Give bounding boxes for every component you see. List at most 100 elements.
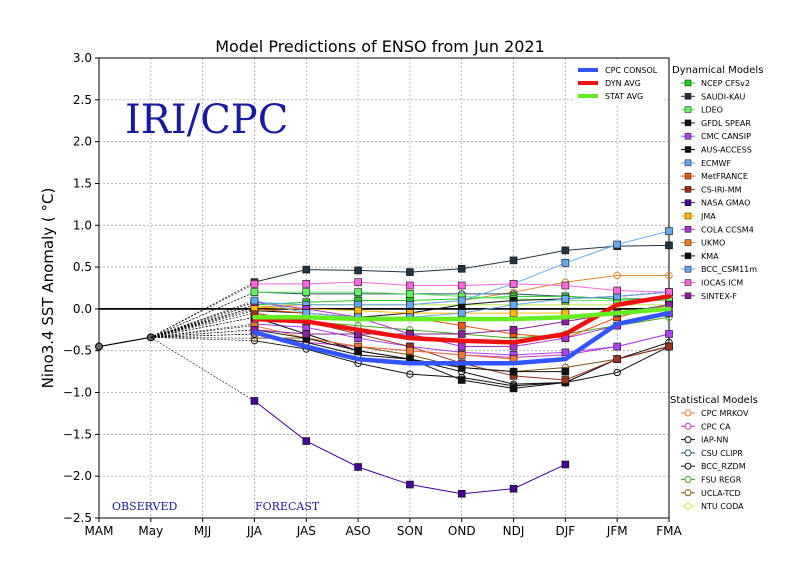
point-cmc-cansip xyxy=(665,330,673,338)
dyn-legend-label-cs-iri-mm: CS-IRI-MM xyxy=(701,185,742,194)
dyn-legend-marker-ncep-cfsv2 xyxy=(684,79,692,87)
y-tick-label: 2.5 xyxy=(73,93,92,107)
x-tick-label: SON xyxy=(397,524,423,538)
point-cmc-cansip xyxy=(561,348,570,357)
dyn-legend-marker-aus-access xyxy=(684,146,692,153)
point-ukmo xyxy=(457,351,466,359)
point-sintex-f xyxy=(302,330,311,338)
point-bcc-csm11m xyxy=(457,309,466,317)
stat-legend-label-csu-clipr: CSU CLIPR xyxy=(701,449,743,458)
point-ucla-tcd xyxy=(250,334,259,342)
connector-cs-iri-mm xyxy=(150,312,255,338)
y-tick-label: −2.0 xyxy=(63,469,92,483)
point-cpc-mrkov xyxy=(665,271,673,280)
point-cmc-cansip xyxy=(613,342,621,351)
point-kma xyxy=(561,367,570,376)
dyn-legend-label-ncep-cfsv2: NCEP CFSv2 xyxy=(701,79,750,88)
summary-legend-label-cpc-consol: CPC CONSOL xyxy=(605,66,658,75)
point-aus-access xyxy=(457,376,466,384)
dynamical-legend-header: Dynamical Models xyxy=(672,65,763,76)
dyn-legend-marker-ecmwf xyxy=(684,159,692,167)
x-tick-label: MAM xyxy=(85,524,114,538)
stat-legend-marker-iap-nn xyxy=(684,436,692,444)
dyn-legend-marker-gfdl-spear xyxy=(684,119,692,127)
connector-nasa-gmao xyxy=(150,337,255,402)
stat-legend-marker-fsu-regr xyxy=(684,476,692,483)
dyn-legend-label-ecmwf: ECMWF xyxy=(701,159,731,168)
x-tick-label: NDJ xyxy=(503,524,525,538)
point-ldeo xyxy=(250,288,259,296)
point-ecmwf xyxy=(613,240,621,249)
y-tick-label: 3.0 xyxy=(73,51,92,65)
point-jma xyxy=(509,309,518,317)
stat-legend-marker-bcc-rzdm xyxy=(684,462,692,470)
point-cs-iri-mm xyxy=(613,355,621,363)
dyn-legend-marker-jma xyxy=(684,212,692,220)
stat-legend-label-cpc-mrkov: CPC MRKOV xyxy=(701,409,749,418)
stat-legend-label-cpc-ca: CPC CA xyxy=(701,422,731,431)
stat-legend-marker-ntu-coda xyxy=(684,502,692,510)
point-sintex-f xyxy=(457,330,466,338)
dyn-legend-label-metfrance: MetFRANCE xyxy=(701,172,748,181)
point-bcc-csm11m xyxy=(561,295,570,303)
dyn-legend-marker-saudi-kau xyxy=(684,93,692,100)
y-tick-label: −0.5 xyxy=(63,344,92,358)
point-kma xyxy=(354,346,362,355)
observed-point xyxy=(95,342,103,351)
dyn-legend-marker-cmc-cansip xyxy=(684,132,692,140)
point-iap-nn xyxy=(406,370,414,378)
stat-legend-label-bcc-rzdm: BCC_RZDM xyxy=(701,462,746,471)
dyn-legend-label-kma: KMA xyxy=(701,252,719,261)
stat-legend-marker-ucla-tcd xyxy=(684,489,692,497)
stat-legend-marker-cpc-ca xyxy=(684,422,692,430)
connector-metfrance xyxy=(150,308,255,338)
x-tick-label: FMA xyxy=(656,524,682,538)
y-tick-label: −2.5 xyxy=(63,511,92,525)
dyn-legend-label-aus-access: AUS-ACCESS xyxy=(701,146,752,155)
dyn-legend-label-bcc-csm11m: BCC_CSM11m xyxy=(701,265,757,274)
point-nasa-gmao xyxy=(457,489,466,498)
dyn-legend-marker-nasa-gmao xyxy=(684,199,692,206)
point-nasa-gmao xyxy=(354,463,362,471)
x-tick-label: OND xyxy=(448,524,476,538)
x-tick-label: May xyxy=(138,524,163,538)
dyn-legend-label-ukmo: UKMO xyxy=(701,239,725,248)
x-tick-label: JJA xyxy=(246,524,263,538)
connector-jma xyxy=(150,306,255,338)
point-jma xyxy=(354,306,362,315)
legend-layer: CPC CONSOL DYN AVG STAT AVG Dynamical Model… xyxy=(574,62,763,511)
point-cs-iri-mm xyxy=(561,376,570,384)
point-saudi-kau xyxy=(509,256,518,265)
forecast-label: FORECAST xyxy=(255,500,320,513)
point-iocas-icm xyxy=(302,280,311,288)
connector-ldeo xyxy=(150,291,255,338)
series-line-ukmo xyxy=(254,325,514,360)
y-tick-label: 2.0 xyxy=(73,135,92,149)
connector-aus-access xyxy=(150,316,255,338)
dyn-legend-marker-cs-iri-mm xyxy=(684,186,692,193)
x-tick-label: JAS xyxy=(296,524,316,538)
dyn-legend-marker-ldeo xyxy=(684,106,692,113)
point-iocas-icm xyxy=(509,280,518,288)
dyn-legend-label-iocas-icm: IOCAS ICM xyxy=(701,279,743,288)
overlay-layer: Model Predictions of ENSO from Jun 2021 … xyxy=(39,37,545,513)
axis-layer: −2.5 −2.0 −1.5 −1.0 −0.5 0.0 0.5 1.0 1.5 2.0 2.5 3.… xyxy=(63,51,683,538)
dyn-legend-marker-ukmo xyxy=(684,239,692,246)
point-saudi-kau xyxy=(302,265,311,274)
point-saudi-kau xyxy=(561,246,570,255)
y-tick-label: 1.0 xyxy=(73,218,92,232)
point-ecmwf xyxy=(457,296,466,305)
summary-layer xyxy=(252,294,672,366)
y-tick-label: −1.5 xyxy=(63,427,92,441)
dyn-legend-label-saudi-kau: SAUDI-KAU xyxy=(701,92,746,101)
summary-legend-label-stat-avg: STAT AVG xyxy=(605,92,643,101)
statistical-legend-header: Statistical Models xyxy=(670,395,758,406)
point-iocas-icm xyxy=(457,281,466,290)
y-tick-label: −1.0 xyxy=(63,386,92,400)
dyn-legend-marker-kma xyxy=(684,252,692,260)
point-bcc-csm11m xyxy=(509,300,518,309)
point-iap-nn xyxy=(613,368,621,377)
point-ldeo xyxy=(406,290,414,298)
point-iocas-icm xyxy=(561,281,570,290)
dyn-legend-label-jma: JMA xyxy=(700,212,716,221)
